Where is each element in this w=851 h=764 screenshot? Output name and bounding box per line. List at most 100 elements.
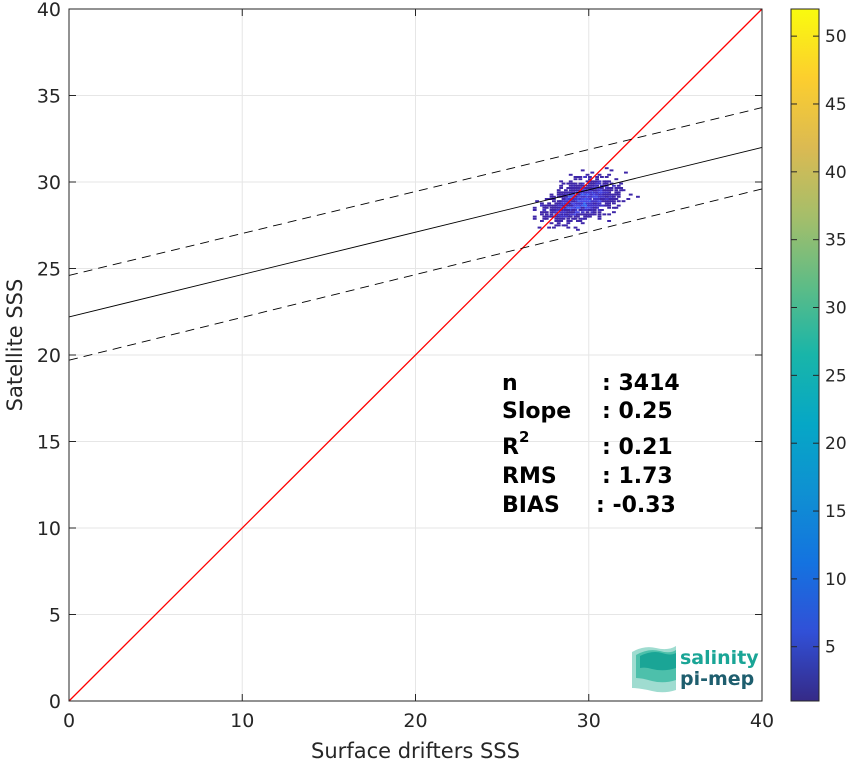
density-cell xyxy=(568,209,573,211)
density-cell xyxy=(566,211,571,214)
density-cell xyxy=(552,198,556,200)
density-cell xyxy=(607,180,612,183)
density-cell xyxy=(602,193,607,196)
density-cell xyxy=(612,202,616,205)
density-cell xyxy=(590,187,595,189)
density-cell xyxy=(580,209,585,211)
density-cell xyxy=(566,220,571,222)
density-cell xyxy=(578,200,583,203)
density-cell xyxy=(583,187,588,189)
density-cell xyxy=(588,200,592,203)
density-cell xyxy=(604,202,609,205)
density-cell xyxy=(588,209,592,211)
density-cell xyxy=(604,182,609,185)
density-cell xyxy=(578,191,583,194)
axes: 0 10 20 30 40 0 5 10 15 20 25 30 35 40 Surface drifter… xyxy=(3,0,774,763)
density-cell xyxy=(566,222,571,225)
density-cell xyxy=(595,176,600,178)
density-cell xyxy=(564,211,568,214)
density-cell xyxy=(576,198,580,200)
density-cell xyxy=(573,182,578,185)
density-cell xyxy=(578,187,583,189)
density-cell xyxy=(612,184,616,187)
density-cell xyxy=(585,198,590,200)
density-cell xyxy=(595,180,600,183)
density-cell xyxy=(571,213,576,216)
density-cell xyxy=(576,200,580,203)
density-cell xyxy=(616,195,621,198)
density-cell xyxy=(609,195,614,198)
density-cell xyxy=(578,198,583,200)
density-cell xyxy=(604,187,609,189)
density-cell xyxy=(566,217,571,220)
density-cell xyxy=(532,209,537,211)
density-cell xyxy=(612,198,616,200)
stat-label: n xyxy=(502,371,518,396)
density-cell xyxy=(576,202,580,205)
density-cell xyxy=(612,195,616,198)
density-cell xyxy=(597,202,602,205)
density-cell xyxy=(597,182,602,185)
stat-label: R2 xyxy=(502,428,529,460)
density-cell xyxy=(590,191,595,194)
density-cell xyxy=(588,184,592,187)
density-cell xyxy=(590,189,595,192)
density-cell xyxy=(559,184,564,187)
stat-label-r: R xyxy=(502,435,519,460)
density-cell xyxy=(600,195,604,198)
density-cell xyxy=(576,176,580,178)
density-cell xyxy=(583,217,588,220)
density-cell xyxy=(609,189,614,192)
density-cell xyxy=(564,224,568,227)
x-tick-label: 20 xyxy=(403,710,427,732)
density-cell xyxy=(568,204,573,207)
density-cell xyxy=(597,209,602,211)
density-cell xyxy=(583,189,588,192)
density-cell xyxy=(576,193,580,196)
density-cell xyxy=(571,193,576,196)
colorbar-tick-label: 50 xyxy=(825,27,847,47)
density-cell xyxy=(616,200,621,203)
density-cell xyxy=(566,195,571,198)
wave-logo-icon xyxy=(632,646,676,693)
density-cell xyxy=(566,187,571,189)
density-cell xyxy=(597,195,602,198)
density-cell xyxy=(568,195,573,198)
colorbar-tick-label: 30 xyxy=(825,299,847,319)
density-cell xyxy=(616,184,621,187)
density-cell xyxy=(588,193,592,196)
density-cell xyxy=(568,180,573,183)
density-cell xyxy=(556,191,561,194)
density-cell xyxy=(595,191,600,194)
density-cell xyxy=(580,184,585,187)
density-cell xyxy=(600,198,604,200)
density-cell xyxy=(602,204,607,207)
density-cell xyxy=(585,191,590,194)
density-cell xyxy=(564,206,568,209)
density-cell xyxy=(585,206,590,209)
density-cell xyxy=(585,193,590,196)
density-cell xyxy=(590,204,595,207)
density-cell xyxy=(540,213,544,216)
density-cell xyxy=(556,202,561,205)
density-cell xyxy=(568,202,573,205)
density-cell xyxy=(602,182,607,185)
density-cell xyxy=(544,213,549,216)
density-cell xyxy=(566,209,571,211)
density-cell xyxy=(609,198,614,200)
y-tick-label: 20 xyxy=(37,345,61,367)
density-cell xyxy=(592,202,597,205)
density-cell xyxy=(571,198,576,200)
density-cell xyxy=(568,184,573,187)
density-cell xyxy=(568,173,573,176)
density-cell xyxy=(568,191,573,194)
density-cell xyxy=(556,215,561,218)
density-cell xyxy=(580,222,585,225)
density-cell xyxy=(559,211,564,214)
density-cell xyxy=(597,180,602,183)
density-cell xyxy=(564,198,568,200)
density-cell xyxy=(564,195,568,198)
density-cell xyxy=(600,189,604,192)
density-cell xyxy=(559,200,564,203)
density-cell xyxy=(609,193,614,196)
